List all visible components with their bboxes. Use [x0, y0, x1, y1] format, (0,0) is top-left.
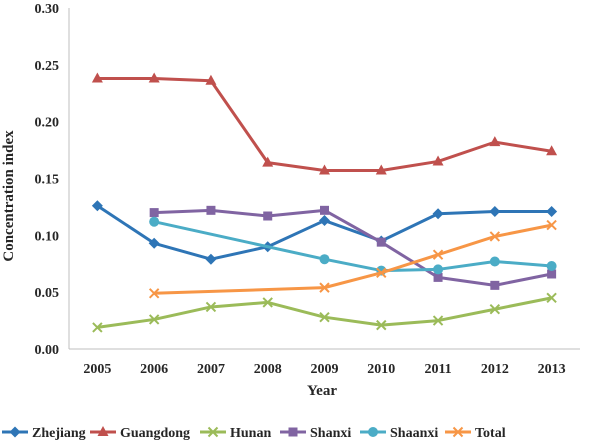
- data-point-shanxi: [263, 211, 273, 221]
- data-point-total: [319, 282, 330, 293]
- series-line-guangdong: [97, 76, 552, 173]
- data-point-shaanxi: [433, 264, 444, 275]
- data-point-total: [148, 288, 160, 299]
- legend-label: Total: [475, 426, 506, 441]
- data-point-guangdong: [205, 74, 217, 85]
- data-point-guangdong: [91, 72, 103, 83]
- series-line-shaanxi: [153, 220, 552, 273]
- legend-label: Shanxi: [310, 426, 351, 441]
- legend-marker: [452, 426, 464, 438]
- data-point-shanxi: [547, 269, 557, 279]
- data-point-hunan: [432, 315, 444, 326]
- series-line-total: [154, 223, 552, 295]
- data-point-guangdong: [489, 136, 501, 147]
- x-tick-label: 2008: [254, 362, 282, 377]
- legend-item-shaanxi: Shaanxi: [360, 426, 438, 441]
- series-total: [148, 219, 557, 299]
- data-point-total: [546, 219, 557, 231]
- x-tick-label: 2012: [481, 362, 509, 377]
- x-tick-label: 2009: [311, 362, 339, 377]
- data-point-shanxi: [149, 208, 159, 218]
- legend-label: Guangdong: [120, 426, 190, 441]
- data-point-guangdong: [546, 145, 558, 156]
- series-guangdong: [91, 72, 558, 175]
- legend: Zhejiang Guangdong Hunan Shanxi Shaanxi Total: [2, 426, 506, 441]
- data-point-guangdong: [148, 72, 160, 83]
- data-point-hunan: [92, 322, 103, 333]
- legend-marker: [207, 426, 219, 438]
- series-hunan: [92, 292, 557, 333]
- data-point-guangdong: [262, 156, 274, 167]
- data-point-shaanxi: [319, 254, 330, 265]
- legend-marker: [288, 427, 298, 437]
- y-tick-label: 0.25: [35, 59, 60, 74]
- y-axis-title: Concentration index: [1, 130, 17, 262]
- legend-item-guangdong: Guangdong: [90, 426, 190, 441]
- data-point-shanxi: [433, 272, 443, 282]
- y-axis-ticks: 0.00 0.05 0.10 0.15 0.20 0.25 0.30: [35, 2, 60, 358]
- data-point-shanxi: [320, 205, 329, 215]
- x-tick-label: 2007: [197, 362, 225, 377]
- data-point-zhejiang: [148, 237, 160, 249]
- y-tick-label: 0.00: [35, 343, 60, 358]
- legend-item-zhejiang: Zhejiang: [2, 426, 86, 441]
- data-point-hunan: [319, 311, 330, 323]
- data-point-zhejiang: [489, 205, 501, 217]
- data-point-hunan: [262, 297, 273, 308]
- data-point-guangdong: [375, 164, 387, 175]
- y-tick-label: 0.15: [35, 173, 60, 188]
- x-axis-ticks: 2005 2006 2007 2008 2009 2010 2011 2012 2013: [83, 362, 565, 377]
- data-point-guangdong: [319, 164, 330, 175]
- data-point-zhejiang: [546, 205, 558, 217]
- data-point-hunan: [205, 301, 217, 313]
- y-tick-label: 0.20: [35, 116, 60, 131]
- legend-label: Hunan: [230, 426, 271, 441]
- data-point-zhejiang: [205, 253, 217, 265]
- data-point-zhejiang: [432, 208, 444, 220]
- data-point-shaanxi: [149, 216, 160, 227]
- data-point-shaanxi: [489, 256, 500, 267]
- y-tick-label: 0.05: [35, 286, 60, 301]
- x-axis-title: Year: [307, 383, 337, 399]
- data-point-hunan: [546, 292, 557, 304]
- x-tick-label: 2013: [538, 362, 566, 377]
- series-shanxi: [149, 205, 557, 290]
- data-point-hunan: [148, 314, 160, 325]
- x-tick-label: 2005: [83, 362, 111, 377]
- series-line-shanxi: [154, 208, 552, 287]
- legend-marker: [9, 426, 21, 438]
- legend-item-shanxi: Shanxi: [280, 426, 351, 441]
- x-tick-label: 2010: [367, 362, 395, 377]
- data-point-zhejiang: [91, 200, 103, 212]
- legend-marker: [368, 427, 378, 437]
- legend-label: Zhejiang: [32, 426, 86, 441]
- y-tick-label: 0.30: [35, 2, 60, 17]
- data-point-shanxi: [206, 205, 216, 215]
- y-tick-label: 0.10: [35, 229, 60, 244]
- data-point-shanxi: [376, 237, 386, 247]
- data-point-zhejiang: [319, 215, 330, 227]
- data-point-total: [432, 249, 444, 260]
- data-point-guangdong: [432, 155, 444, 166]
- legend-item-total: Total: [445, 426, 506, 441]
- data-point-total: [376, 267, 387, 279]
- x-tick-label: 2006: [140, 362, 168, 377]
- data-point-total: [489, 231, 501, 242]
- data-point-shanxi: [490, 280, 500, 290]
- legend-marker: [97, 426, 109, 436]
- data-point-shaanxi: [546, 261, 557, 272]
- legend-label: Shaanxi: [390, 426, 438, 441]
- legend-item-hunan: Hunan: [200, 426, 271, 441]
- series-layer: [91, 72, 558, 333]
- data-point-hunan: [489, 304, 501, 315]
- series-line-hunan: [97, 296, 552, 329]
- data-point-hunan: [376, 319, 387, 331]
- x-tick-label: 2011: [424, 362, 451, 377]
